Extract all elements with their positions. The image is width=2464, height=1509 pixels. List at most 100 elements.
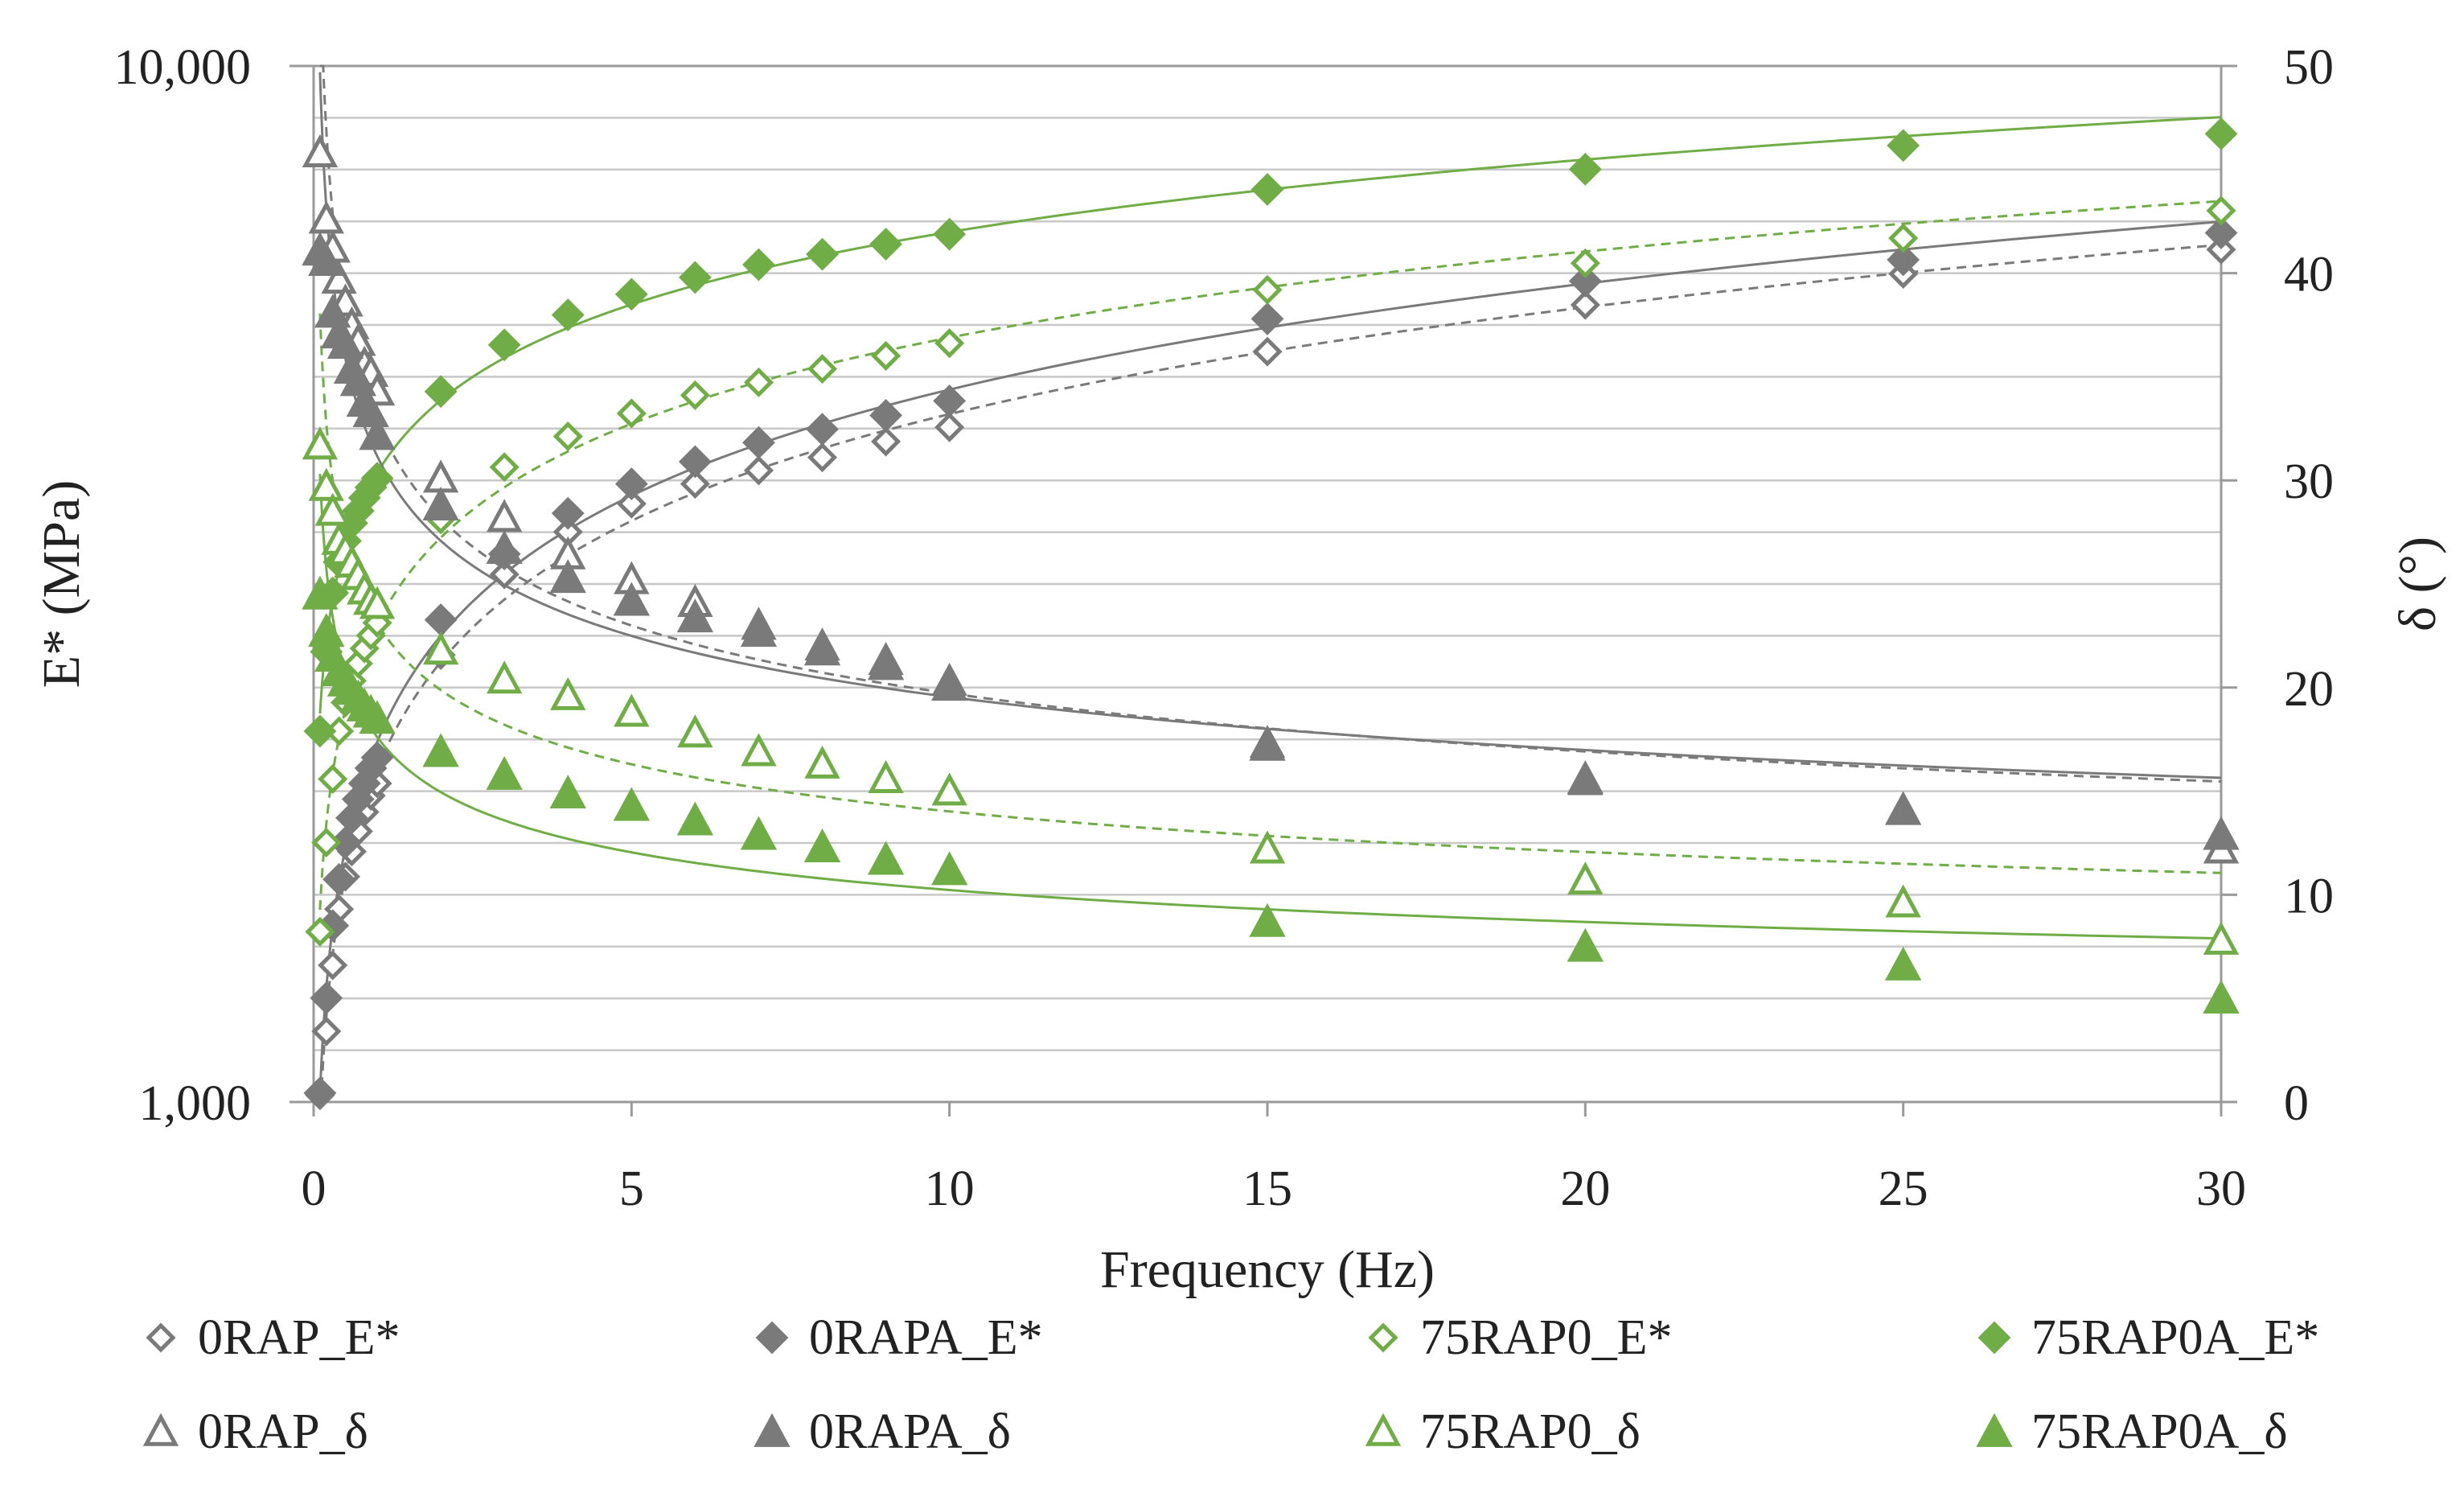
point-75RAP0A_δ — [930, 851, 968, 886]
point-75RAP0_E* — [680, 380, 710, 410]
point-75RAP0_δ — [1567, 861, 1604, 895]
legend: 0RAP_E* 0RAPA_E* 75RAP0_E* 75RAP0A_E* 0RAP_δ… — [142, 1310, 2319, 1459]
point-0RAPA_E* — [2204, 216, 2238, 249]
legend-marker-75RAP0A_E* — [1977, 1321, 2011, 1355]
x-tick-label: 30 — [2196, 1162, 2246, 1216]
trendline-75RAP0_E* — [318, 199, 2222, 911]
point-75RAP0A_E* — [487, 328, 521, 362]
point-0RAPA_δ — [613, 582, 651, 616]
y2-tick-label: 0 — [2284, 1076, 2309, 1131]
point-75RAP0A_δ — [549, 775, 586, 809]
point-0RAPA_δ — [422, 487, 459, 520]
legend-marker-0RAPA_E* — [755, 1321, 789, 1355]
point-0RAP_E* — [489, 559, 519, 590]
point-75RAP0A_δ — [308, 613, 345, 648]
point-75RAP0A_E* — [806, 237, 839, 271]
point-0RAPA_δ — [930, 667, 968, 701]
legend-label: 0RAPA_δ — [809, 1404, 1011, 1459]
point-75RAP0_E* — [2206, 195, 2236, 226]
point-75RAP0A_E* — [933, 217, 967, 251]
point-0RAPA_E* — [360, 741, 394, 775]
point-0RAPA_E* — [322, 862, 356, 896]
x-tick-label: 20 — [1560, 1162, 1610, 1216]
point-0RAPA_E* — [1887, 243, 1920, 277]
x-tick-label: 10 — [925, 1162, 975, 1216]
legend-marker-0RAP_δ — [142, 1412, 179, 1446]
point-75RAP0_δ — [741, 733, 777, 767]
point-0RAP_E* — [871, 426, 901, 457]
point-75RAP0_E* — [489, 452, 519, 483]
x-tick-label: 15 — [1242, 1162, 1292, 1216]
point-75RAP0A_δ — [740, 816, 778, 850]
point-75RAP0_δ — [2203, 921, 2240, 955]
legend-marker-0RAPA_δ — [754, 1412, 791, 1447]
point-0RAPA_E* — [551, 496, 585, 530]
point-0RAPA_δ — [2203, 816, 2240, 850]
point-75RAP0A_E* — [614, 278, 648, 311]
point-0RAP_δ — [422, 459, 459, 493]
point-0RAPA_δ — [486, 530, 523, 565]
y-tick-label: 1,000 — [139, 1076, 252, 1131]
point-0RAP_E* — [2206, 234, 2236, 265]
point-75RAP0_E* — [1252, 274, 1283, 305]
point-75RAP0A_δ — [1884, 946, 1922, 981]
point-75RAP0A_δ — [359, 700, 396, 734]
point-0RAP_E* — [680, 469, 710, 500]
trendline-75RAP0A_δ — [318, 474, 2222, 940]
x-tick-label: 0 — [302, 1162, 326, 1216]
x-tick-label: 25 — [1879, 1162, 1928, 1216]
point-75RAP0_E* — [1888, 223, 1919, 253]
point-0RAPA_E* — [424, 603, 458, 637]
point-75RAP0_δ — [614, 693, 650, 727]
point-75RAP0_E* — [311, 827, 342, 857]
point-0RAP_E* — [616, 488, 647, 519]
point-75RAP0A_E* — [1250, 173, 1284, 206]
point-0RAP_E* — [1570, 290, 1600, 320]
point-0RAPA_E* — [933, 384, 967, 417]
point-75RAP0A_δ — [1567, 927, 1604, 962]
point-75RAP0_δ — [487, 660, 523, 694]
point-75RAP0A_δ — [422, 733, 459, 767]
legend-label: 0RAP_E* — [198, 1310, 400, 1365]
legend-marker-75RAP0_δ — [1365, 1412, 1402, 1446]
legend-marker-75RAP0A_δ — [1976, 1412, 2013, 1447]
point-75RAP0_E* — [305, 916, 335, 947]
point-0RAP_E* — [318, 950, 348, 981]
point-0RAP_E* — [807, 442, 838, 473]
point-75RAP0A_δ — [676, 801, 714, 836]
point-0RAPA_δ — [803, 631, 841, 666]
point-0RAPA_E* — [742, 426, 775, 459]
point-75RAP0_E* — [552, 421, 583, 452]
point-75RAP0_δ — [1249, 830, 1286, 864]
point-75RAP0_δ — [804, 745, 840, 779]
y2-axis-title: δ (°) — [2388, 537, 2447, 631]
point-75RAP0_δ — [550, 676, 586, 710]
y2-tick-label: 50 — [2284, 40, 2334, 95]
point-75RAP0A_E* — [742, 248, 775, 282]
legend-marker-75RAP0_E* — [1368, 1322, 1398, 1353]
point-0RAPA_E* — [614, 467, 648, 500]
y2-tick-label: 10 — [2284, 869, 2334, 923]
point-0RAPA_E* — [678, 445, 712, 479]
trendline-0RAP_δ — [319, 64, 2222, 783]
point-0RAP_E* — [934, 412, 965, 442]
legend-label: 0RAPA_E* — [809, 1310, 1043, 1365]
point-0RAPA_δ — [1884, 791, 1922, 825]
point-75RAP0A_δ — [1249, 903, 1286, 937]
point-75RAP0A_δ — [803, 829, 841, 863]
point-75RAP0_δ — [359, 586, 396, 619]
point-75RAP0_δ — [677, 714, 713, 748]
point-0RAPA_δ — [676, 598, 714, 633]
x-axis-title: Frequency (Hz) — [1100, 1240, 1435, 1299]
point-0RAPA_δ — [740, 613, 778, 648]
point-0RAPA_δ — [1567, 760, 1604, 794]
point-0RAPA_δ — [352, 393, 389, 428]
point-0RAPA_E* — [303, 1076, 337, 1110]
point-75RAP0_E* — [871, 340, 901, 371]
legend-label: 0RAP_δ — [198, 1404, 368, 1459]
point-75RAP0_δ — [931, 772, 967, 806]
point-0RAPA_E* — [310, 981, 343, 1015]
point-75RAP0A_E* — [869, 228, 903, 261]
point-75RAP0_δ — [1885, 884, 1921, 918]
